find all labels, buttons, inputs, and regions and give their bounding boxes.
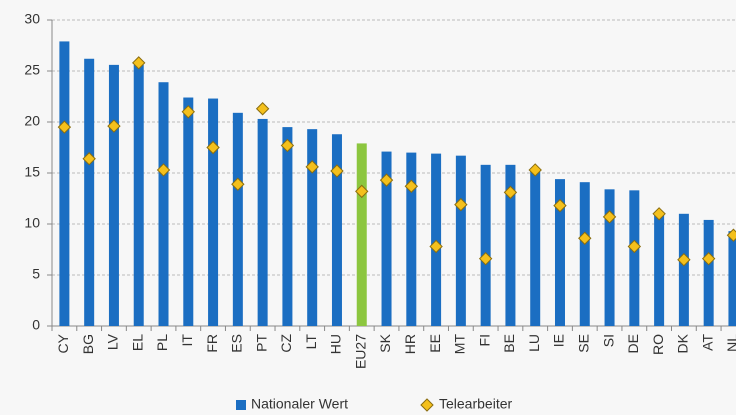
marker bbox=[553, 198, 567, 213]
x-tick-label: BG bbox=[80, 334, 96, 354]
marker bbox=[305, 160, 319, 174]
y-tick-label: 0 bbox=[32, 317, 40, 333]
marker bbox=[701, 251, 716, 266]
bar bbox=[530, 168, 541, 326]
marker bbox=[652, 207, 666, 221]
y-tick-label: 15 bbox=[24, 164, 40, 180]
marker bbox=[503, 185, 518, 200]
x-tick-label: RO bbox=[650, 334, 666, 355]
bar bbox=[108, 64, 119, 326]
bar bbox=[480, 164, 491, 326]
marker bbox=[379, 173, 394, 187]
x-tick-label: DE bbox=[625, 334, 641, 353]
marker bbox=[280, 138, 295, 153]
marker bbox=[528, 163, 542, 177]
legend-label: Nationaler Wert bbox=[251, 396, 348, 412]
bar bbox=[455, 155, 466, 326]
x-tick-label: IT bbox=[179, 334, 195, 347]
x-tick-label: SE bbox=[575, 334, 591, 353]
marker bbox=[132, 56, 146, 70]
bar bbox=[232, 112, 243, 326]
x-tick-label: LV bbox=[105, 333, 121, 350]
marker bbox=[478, 251, 493, 266]
bar bbox=[579, 182, 590, 326]
bar bbox=[703, 219, 714, 326]
bar bbox=[356, 143, 367, 326]
marker bbox=[255, 102, 270, 116]
x-tick-label: EU27 bbox=[352, 334, 368, 369]
y-tick-label: 25 bbox=[24, 62, 40, 78]
marker bbox=[578, 231, 592, 245]
marker bbox=[355, 184, 369, 199]
marker bbox=[231, 177, 245, 191]
bar bbox=[59, 41, 70, 327]
bar bbox=[629, 190, 640, 326]
bar bbox=[505, 164, 516, 326]
bar bbox=[331, 134, 342, 326]
marker bbox=[627, 239, 642, 254]
bar bbox=[728, 231, 736, 326]
x-tick-label: EE bbox=[427, 334, 443, 353]
x-tick-label: MT bbox=[452, 334, 468, 355]
x-tick-label: IE bbox=[551, 334, 567, 347]
marker bbox=[330, 164, 344, 178]
x-tick-label: HR bbox=[402, 334, 418, 354]
bar bbox=[208, 98, 219, 326]
x-tick-label: FI bbox=[476, 334, 492, 346]
marker bbox=[454, 197, 468, 212]
bar bbox=[604, 189, 615, 326]
x-tick-label: NL bbox=[724, 334, 736, 352]
x-tick-label: DK bbox=[675, 333, 691, 353]
marker bbox=[82, 152, 96, 166]
marker bbox=[181, 105, 195, 119]
legend-swatch bbox=[236, 400, 246, 410]
y-tick-label: 30 bbox=[24, 11, 40, 27]
x-tick-label: BE bbox=[501, 334, 517, 353]
bar bbox=[158, 82, 169, 326]
bar bbox=[307, 129, 318, 326]
x-tick-label: SI bbox=[600, 334, 616, 347]
bar bbox=[257, 118, 268, 326]
y-tick-label: 20 bbox=[24, 113, 40, 129]
legend-label: Telearbeiter bbox=[439, 396, 512, 412]
bar bbox=[654, 213, 665, 326]
bar bbox=[678, 213, 689, 326]
marker bbox=[156, 163, 171, 177]
bar bbox=[381, 151, 392, 326]
bar bbox=[133, 64, 144, 326]
x-tick-label: CY bbox=[55, 333, 71, 353]
marker bbox=[206, 140, 220, 155]
x-tick-label: LU bbox=[526, 334, 542, 352]
x-tick-label: AT bbox=[699, 334, 715, 351]
x-tick-label: ES bbox=[229, 334, 245, 353]
marker bbox=[677, 252, 691, 267]
y-tick-label: 5 bbox=[32, 266, 40, 282]
bar bbox=[282, 127, 293, 326]
marker bbox=[404, 179, 419, 193]
bar bbox=[406, 152, 417, 326]
x-tick-label: PT bbox=[253, 334, 269, 352]
bar bbox=[554, 179, 565, 326]
x-tick-label: CZ bbox=[278, 334, 294, 353]
x-tick-label: PL bbox=[154, 334, 170, 351]
bar bbox=[84, 58, 95, 326]
marker bbox=[107, 119, 121, 133]
x-tick-label: HU bbox=[328, 334, 344, 354]
legend-swatch bbox=[420, 398, 434, 412]
x-tick-label: FR bbox=[204, 334, 220, 353]
x-tick-label: EL bbox=[129, 334, 145, 351]
marker bbox=[726, 228, 736, 242]
marker bbox=[602, 210, 617, 224]
marker bbox=[57, 120, 72, 134]
marker bbox=[429, 239, 443, 254]
x-tick-label: LT bbox=[303, 334, 319, 350]
bar bbox=[183, 97, 194, 327]
y-tick-label: 10 bbox=[24, 215, 40, 231]
x-tick-label: SK bbox=[377, 333, 393, 352]
